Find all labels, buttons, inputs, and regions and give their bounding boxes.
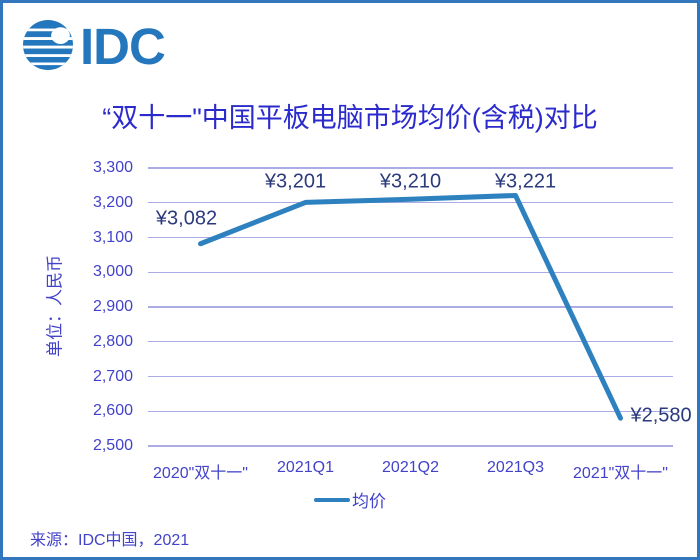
legend-series-label: 均价 (352, 492, 386, 511)
data-point-label: ¥3,201 (264, 170, 327, 193)
data-point-label: ¥3,210 (379, 170, 442, 193)
y-axis-tick-label: 3,100 (92, 228, 133, 246)
gridline (148, 271, 673, 273)
idc-globe-icon (23, 19, 73, 75)
y-axis-tick-label: 2,800 (92, 332, 133, 350)
y-axis-tick-label: 2,900 (92, 298, 133, 315)
data-point-label: ¥3,221 (494, 170, 557, 193)
y-axis-tick-label: 3,000 (92, 263, 133, 281)
y-axis-tick-label: 2,500 (92, 437, 133, 454)
plot-area (148, 167, 673, 447)
idc-logo: IDC (23, 18, 166, 75)
data-point-label: ¥3,082 (155, 207, 218, 230)
x-axis-category-label: 2021"双十一" (573, 465, 668, 482)
gridline (148, 410, 673, 412)
legend: 均价 (3, 487, 697, 512)
gridline (148, 341, 673, 343)
source-note: 来源：IDC中国，2021 (30, 532, 190, 549)
y-axis-tick-label: 3,200 (92, 193, 133, 211)
y-axis-tick-label: 3,300 (92, 159, 133, 176)
idc-logo-text: IDC (80, 18, 166, 75)
data-point-label: ¥2,580 (630, 404, 692, 427)
gridline (148, 236, 673, 239)
gridline (148, 445, 673, 447)
average-price-line (198, 192, 623, 421)
gridline (148, 202, 673, 204)
gridline (148, 375, 673, 378)
y-axis-tick-label: 2,600 (92, 402, 133, 420)
chart-title: “双十一"中国平板电脑市场均价(含税)对比 (102, 103, 598, 133)
x-axis-category-label: 2020"双十一" (153, 465, 248, 482)
x-axis-category-label: 2021Q1 (277, 459, 334, 476)
x-axis-category-label: 2021Q3 (487, 459, 544, 476)
x-axis-category-label: 2021Q2 (382, 459, 439, 476)
gridline (148, 306, 673, 308)
legend-line-swatch (314, 498, 350, 502)
y-axis-tick-label: 2,700 (92, 367, 133, 385)
gridline (148, 167, 673, 169)
